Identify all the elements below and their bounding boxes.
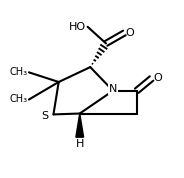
- Text: CH₃: CH₃: [10, 67, 28, 77]
- Text: HO: HO: [69, 22, 86, 32]
- Text: S: S: [41, 111, 48, 121]
- Text: H: H: [76, 139, 84, 149]
- Text: N: N: [109, 84, 118, 94]
- Polygon shape: [76, 114, 84, 137]
- Text: O: O: [153, 73, 162, 83]
- Text: CH₃: CH₃: [10, 94, 28, 104]
- Text: O: O: [125, 28, 134, 38]
